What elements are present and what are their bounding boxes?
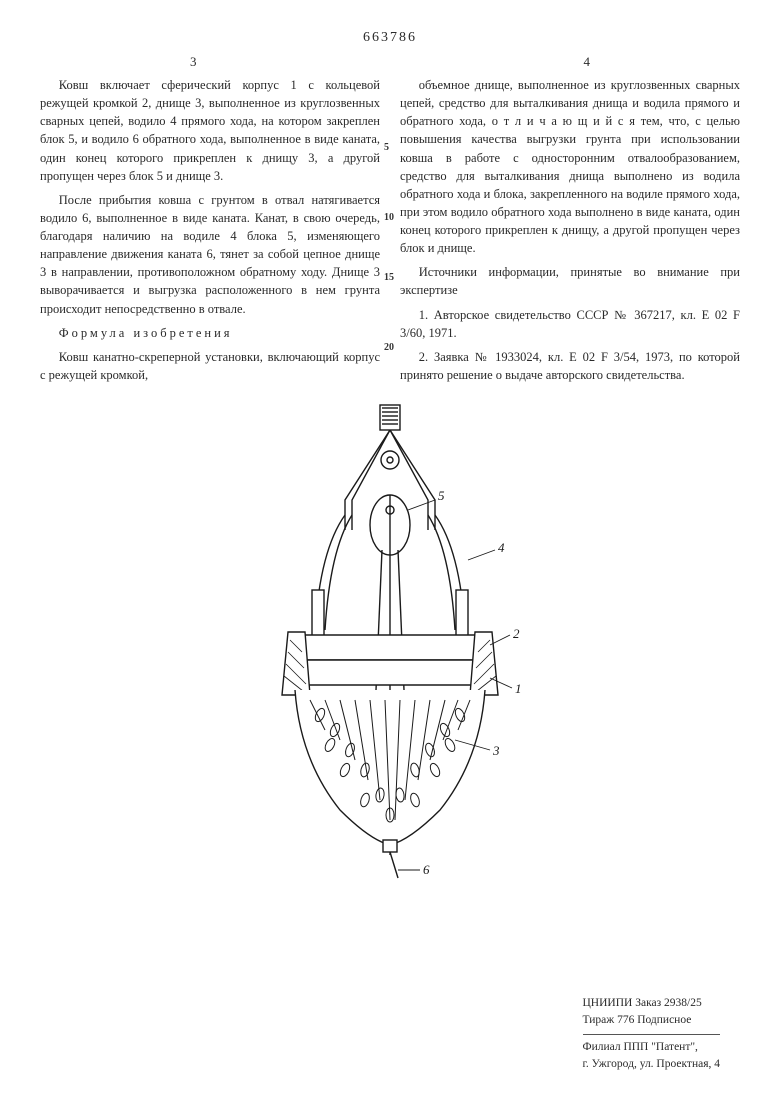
text-columns: 5 10 15 20 Ковш включает сферический кор…: [40, 76, 740, 390]
fig-label-3: 3: [492, 743, 500, 758]
reference-2: 2. Заявка № 1933024, кл. E 02 F 3/54, 19…: [400, 348, 740, 384]
column-numbers: 3 4: [40, 54, 740, 70]
footer-filial: Филиал ППП "Патент",: [583, 1034, 721, 1056]
footer-tirazh: Тираж 776 Подписное: [583, 1012, 721, 1029]
left-p1: Ковш включает сферический корпус 1 с кол…: [40, 76, 380, 185]
line-num-5: 5: [384, 141, 389, 156]
footer-address: г. Ужгород, ул. Проектная, 4: [583, 1056, 721, 1073]
left-p3: Ковш канатно-скреперной установки, включ…: [40, 348, 380, 384]
line-num-10: 10: [384, 211, 394, 226]
technical-figure: 5 4 2 1 3 6: [40, 400, 740, 885]
fig-label-5: 5: [438, 488, 445, 503]
bucket-drawing: 5 4 2 1 3 6: [240, 400, 540, 880]
right-p1: объемное днище, выполненное из круглозве…: [400, 76, 740, 257]
left-column: Ковш включает сферический корпус 1 с кол…: [40, 76, 380, 390]
page: 663786 3 4 5 10 15 20 Ковш включает сфер…: [0, 0, 780, 1103]
reference-1: 1. Авторское свидетельство СССР № 367217…: [400, 306, 740, 342]
fig-label-1: 1: [515, 681, 522, 696]
footer: ЦНИИПИ Заказ 2938/25 Тираж 776 Подписное…: [583, 995, 721, 1073]
col-num-right: 4: [584, 54, 591, 70]
line-num-20: 20: [384, 341, 394, 356]
right-p2: Источники информации, принятые во вниман…: [400, 263, 740, 299]
fig-label-6: 6: [423, 862, 430, 877]
left-p2: После прибытия ковша с грунтом в отвал н…: [40, 191, 380, 318]
fig-label-2: 2: [513, 626, 520, 641]
formula-heading: Формула изобретения: [40, 324, 380, 342]
patent-number: 663786: [40, 30, 740, 46]
fig-label-4: 4: [498, 540, 505, 555]
line-num-15: 15: [384, 271, 394, 286]
right-column: объемное днище, выполненное из круглозве…: [400, 76, 740, 390]
col-num-left: 3: [190, 54, 197, 70]
footer-order: ЦНИИПИ Заказ 2938/25: [583, 995, 721, 1012]
